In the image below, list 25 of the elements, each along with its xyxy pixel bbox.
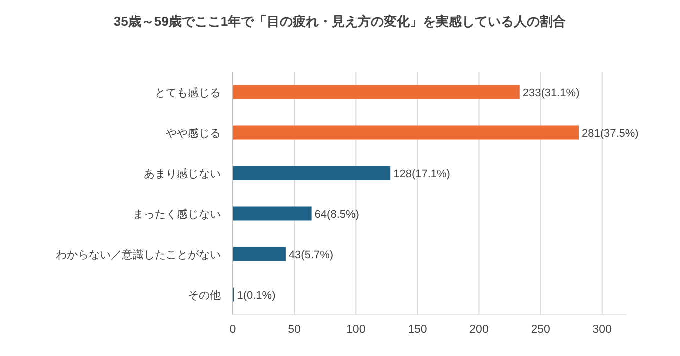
bar (233, 247, 286, 262)
x-tick-label: 200 (470, 324, 489, 336)
data-label: 1(0.1%) (237, 290, 276, 302)
y-tick-label: わからない／意識したことがない (56, 248, 221, 262)
x-tick-label: 0 (230, 324, 236, 336)
x-tick-label: 50 (288, 324, 301, 336)
data-label: 233(31.1%) (522, 87, 580, 100)
x-tick-label: 150 (408, 324, 428, 336)
y-tick-label: まったく感じない (133, 208, 221, 221)
data-label: 64(8.5%) (314, 208, 360, 221)
data-label: 128(17.1%) (394, 168, 450, 180)
bar (233, 206, 312, 221)
bar (233, 166, 391, 180)
y-tick-label: その他 (188, 290, 221, 302)
x-tick-label: 100 (346, 324, 366, 336)
data-label: 281(37.5%) (582, 128, 639, 140)
x-tick-label: 250 (531, 324, 550, 336)
bar (233, 85, 520, 100)
y-tick-label: とても感じる (155, 86, 221, 100)
chart-title: 35歳～59歳でここ1年で「目の疲れ・見え方の変化」を実感している人の割合 (114, 14, 566, 29)
data-label: 43(5.7%) (288, 249, 334, 262)
y-tick-label: やや感じる (166, 126, 221, 140)
y-tick-label: あまり感じない (144, 167, 221, 180)
bar (233, 126, 579, 140)
x-tick-label: 300 (592, 324, 612, 336)
